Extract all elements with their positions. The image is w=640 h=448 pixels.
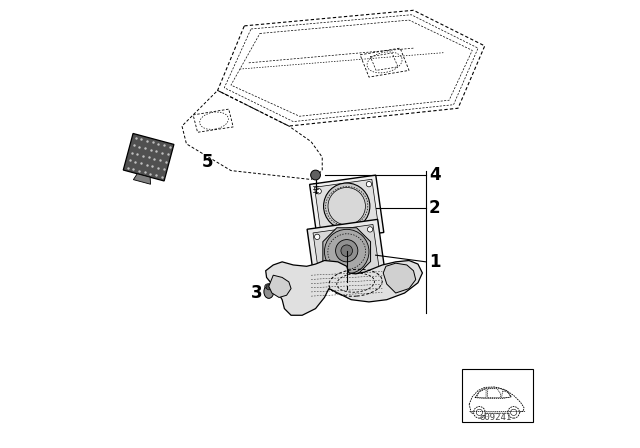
Circle shape <box>374 271 379 276</box>
Polygon shape <box>133 174 150 184</box>
Text: σ09241: σ09241 <box>480 413 512 422</box>
Circle shape <box>310 170 321 180</box>
Text: 1: 1 <box>429 253 440 271</box>
Ellipse shape <box>264 285 274 298</box>
Polygon shape <box>307 220 387 291</box>
Circle shape <box>508 406 520 418</box>
Text: 2: 2 <box>429 199 441 217</box>
Text: 4: 4 <box>429 166 441 184</box>
Polygon shape <box>266 260 422 315</box>
Ellipse shape <box>340 279 353 287</box>
Polygon shape <box>314 179 379 237</box>
Text: 5: 5 <box>202 153 214 171</box>
Circle shape <box>324 229 369 274</box>
Polygon shape <box>383 263 416 293</box>
Circle shape <box>474 406 485 418</box>
Circle shape <box>341 245 353 257</box>
Bar <box>463 369 533 422</box>
Circle shape <box>316 189 321 194</box>
Circle shape <box>366 181 372 187</box>
Polygon shape <box>269 275 291 297</box>
Circle shape <box>367 227 372 232</box>
Circle shape <box>324 183 370 229</box>
Circle shape <box>314 234 320 240</box>
Polygon shape <box>313 224 380 286</box>
Circle shape <box>335 240 358 262</box>
Circle shape <box>372 223 378 228</box>
Ellipse shape <box>265 284 273 289</box>
Circle shape <box>328 188 365 225</box>
Polygon shape <box>124 134 174 181</box>
Polygon shape <box>323 228 371 276</box>
Circle shape <box>321 278 326 284</box>
Circle shape <box>322 230 327 235</box>
Polygon shape <box>310 175 384 242</box>
Ellipse shape <box>342 284 351 290</box>
Text: 3: 3 <box>251 284 262 302</box>
Circle shape <box>266 284 271 290</box>
